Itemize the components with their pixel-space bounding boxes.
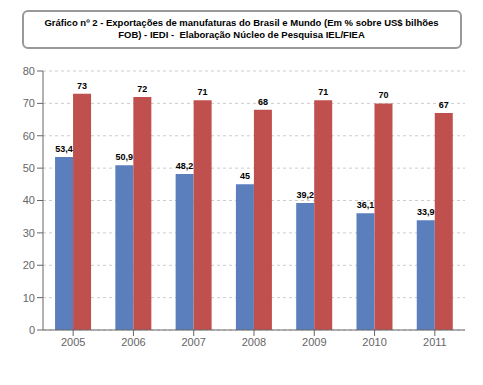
svg-text:70: 70 bbox=[378, 90, 388, 100]
svg-text:39,2: 39,2 bbox=[296, 190, 314, 200]
svg-text:50: 50 bbox=[23, 162, 35, 174]
svg-text:60: 60 bbox=[23, 129, 35, 141]
svg-text:68: 68 bbox=[258, 97, 268, 107]
svg-text:2011: 2011 bbox=[423, 335, 447, 347]
svg-text:53,4: 53,4 bbox=[55, 144, 73, 154]
svg-text:73: 73 bbox=[77, 80, 87, 90]
svg-text:71: 71 bbox=[198, 87, 208, 97]
html-text:Gráfico nº 2 - Exportações de: Gráfico nº 2 - Exportações de manufatura… bbox=[44, 17, 439, 41]
svg-text:50,9: 50,9 bbox=[116, 152, 134, 162]
svg-text:2005: 2005 bbox=[61, 335, 85, 347]
svg-text:2006: 2006 bbox=[121, 335, 145, 347]
svg-text:2009: 2009 bbox=[302, 335, 326, 347]
svg-text:80: 80 bbox=[23, 65, 35, 77]
svg-text:33,9: 33,9 bbox=[417, 207, 435, 217]
svg-text:2008: 2008 bbox=[242, 335, 266, 347]
svg-text:36,1: 36,1 bbox=[357, 200, 375, 210]
svg-text:70: 70 bbox=[23, 97, 35, 109]
svg-text:48,2: 48,2 bbox=[176, 161, 194, 171]
svg-text:67: 67 bbox=[439, 100, 449, 110]
svg-text:40: 40 bbox=[23, 194, 35, 206]
svg-text:2007: 2007 bbox=[181, 335, 205, 347]
svg-text:71: 71 bbox=[318, 87, 328, 97]
svg-text:30: 30 bbox=[23, 226, 35, 238]
svg-text:10: 10 bbox=[23, 291, 35, 303]
svg-text:72: 72 bbox=[137, 84, 147, 94]
svg-text:20: 20 bbox=[23, 259, 35, 271]
svg-text:0: 0 bbox=[29, 324, 35, 336]
svg-text:45: 45 bbox=[240, 171, 250, 181]
svg-text:2010: 2010 bbox=[362, 335, 386, 347]
